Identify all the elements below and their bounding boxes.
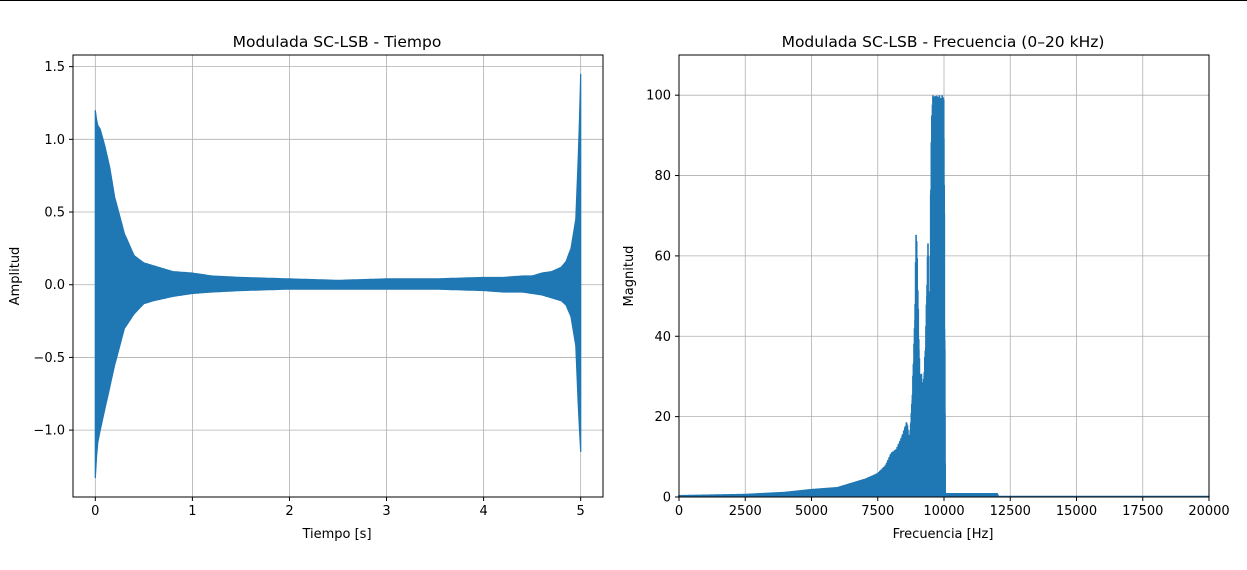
x-tick-label-8: 20000	[1188, 504, 1229, 519]
frequency-domain-chart: Modulada SC-LSB - Frecuencia (0–20 kHz) …	[622, 33, 1230, 542]
time-domain-chart: Modulada SC-LSB - Tiempo Tiempo [s] Ampl…	[8, 33, 604, 542]
x-tick-label-4: 10000	[923, 504, 964, 519]
y-tick-label-0: −1.0	[33, 424, 65, 439]
x-tick-label-2: 2	[285, 504, 293, 519]
y-tick-label-1: −0.5	[33, 351, 65, 366]
window-top-border	[0, 0, 1247, 1]
x-tick-label-0: 0	[91, 504, 99, 519]
signal-line	[95, 73, 581, 473]
y-tick-label-4: 80	[654, 169, 671, 184]
y-tick-label-3: 0.5	[44, 206, 65, 221]
plot-frame	[72, 54, 604, 498]
x-tick-label-0: 0	[675, 504, 683, 519]
x-axis-label-frequency: Frecuencia [Hz]	[893, 527, 994, 542]
x-tick-label-6: 15000	[1056, 504, 1097, 519]
y-tick-label-5: 1.5	[44, 60, 65, 75]
y-tick-label-0: 0	[663, 491, 671, 506]
y-axis-label-frequency: Magnitud	[622, 246, 637, 307]
y-tick-label-3: 60	[654, 249, 671, 264]
x-tick-label-7: 17500	[1122, 504, 1163, 519]
x-tick-label-5: 12500	[990, 504, 1031, 519]
y-tick-label-1: 20	[654, 410, 671, 425]
x-tick-label-3: 7500	[861, 504, 894, 519]
x-tick-label-1: 1	[188, 504, 196, 519]
spectrum-line	[678, 95, 1210, 497]
chart-title-frequency: Modulada SC-LSB - Frecuencia (0–20 kHz)	[782, 33, 1105, 51]
chart-title-time: Modulada SC-LSB - Tiempo	[233, 33, 442, 51]
x-tick-label-2: 5000	[795, 504, 828, 519]
y-axis-label-time: Amplitud	[8, 247, 23, 306]
y-tick-label-2: 40	[654, 330, 671, 345]
x-tick-label-3: 3	[382, 504, 390, 519]
x-axis-label-time: Tiempo [s]	[301, 527, 371, 542]
x-tick-label-1: 2500	[729, 504, 762, 519]
y-tick-label-5: 100	[646, 89, 671, 104]
y-tick-label-2: 0.0	[44, 278, 65, 293]
y-tick-label-4: 1.0	[44, 133, 65, 148]
x-tick-label-4: 4	[479, 504, 487, 519]
x-tick-label-5: 5	[577, 504, 585, 519]
